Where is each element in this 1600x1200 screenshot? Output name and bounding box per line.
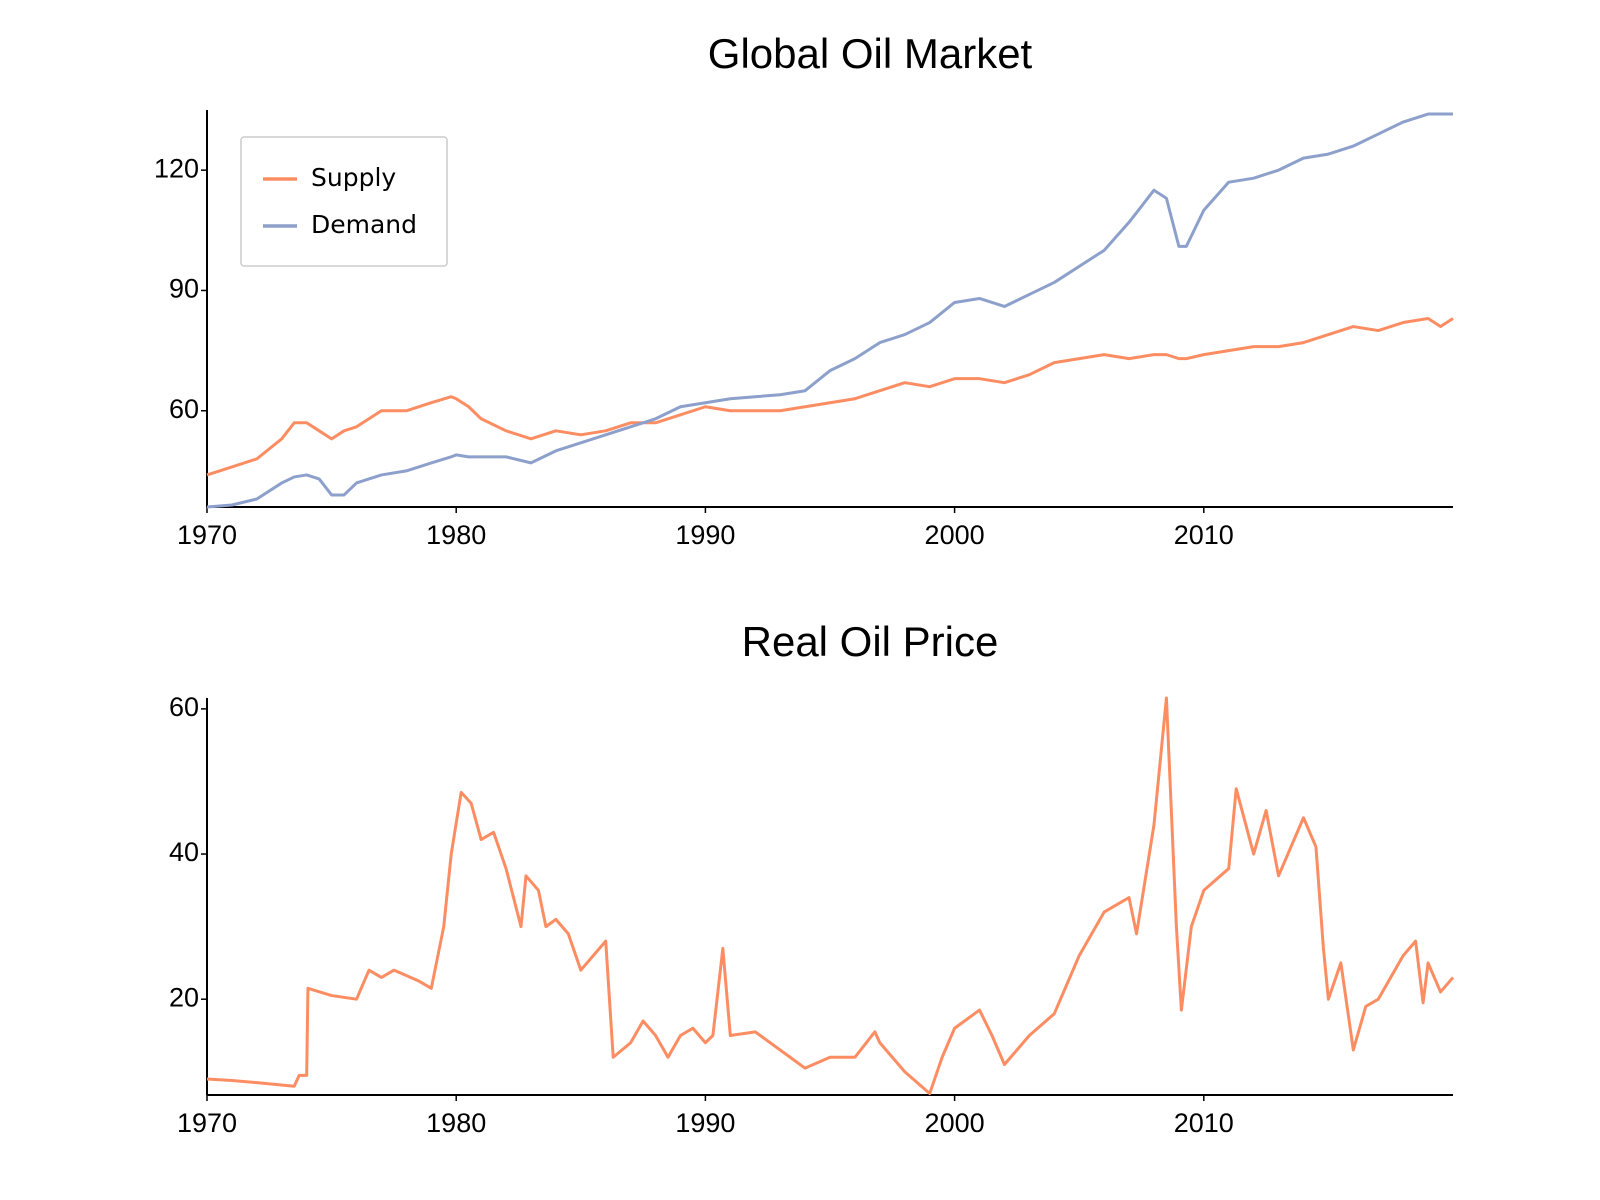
x-tick-label: 1980 [426,1108,486,1138]
x-tick-label: 2000 [925,1108,985,1138]
x-tick-label: 1970 [177,1108,237,1138]
x-tick-label: 2010 [1174,1108,1234,1138]
y-tick-label: 40 [169,837,199,867]
chart: Real Oil Price 20 40 60 1970 1980 1990 2000 2010 [169,618,1455,1138]
y-tick-label: 20 [169,982,199,1012]
x-tick-label: 2000 [925,520,985,550]
x-tick-label: 1980 [426,520,486,550]
legend-frame [240,136,448,267]
legend-label: Supply [311,163,396,192]
legend-label: Demand [311,210,417,239]
chart: Global Oil Market 60 90 120 1970 1980 1990 2000… [154,30,1454,550]
y-tick-label: 90 [169,274,199,304]
x-tick-label: 1970 [177,520,237,550]
x-tick-label: 2010 [1174,520,1234,550]
chart-title: Global Oil Market [708,30,1033,77]
y-tick-label: 120 [154,153,199,183]
data-line [206,317,1454,477]
y-tick-label: 60 [169,394,199,424]
data-line [206,696,1455,1096]
y-tick-label: 60 [169,692,199,722]
x-tick-label: 1990 [675,520,735,550]
chart-title: Real Oil Price [742,618,999,665]
x-tick-label: 1990 [675,1108,735,1138]
data-line [206,112,1453,509]
